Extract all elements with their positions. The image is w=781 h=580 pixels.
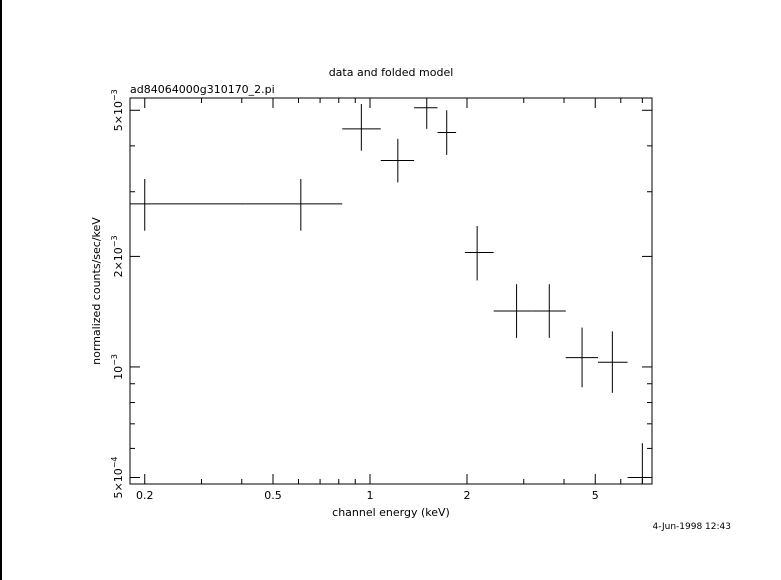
window-left-border (0, 0, 2, 580)
x-tick-label: 1 (366, 489, 373, 502)
y-tick-exponent: −4 (110, 456, 119, 468)
x-tick-label: 0.5 (264, 489, 282, 502)
y-tick-mantissa: 10 (112, 366, 125, 380)
y-tick-exponent: −3 (110, 235, 119, 247)
y-tick-exponent: −3 (110, 354, 119, 366)
plot-frame (129, 97, 653, 485)
x-axis-label: channel energy (keV) (332, 506, 450, 519)
data-points (130, 98, 652, 484)
y-tick-exponent: −3 (110, 89, 119, 101)
y-tick-mantissa: 5×10 (112, 101, 125, 131)
timestamp-label: 4-Jun-1998 12:43 (653, 522, 732, 532)
data-point (627, 443, 652, 484)
x-tick-label: 2 (464, 489, 471, 502)
data-point (130, 178, 246, 231)
major-ticks (130, 98, 652, 484)
data-point (493, 284, 533, 338)
chart-subtitle: ad84064000g310170_2.pi (130, 83, 275, 96)
data-point (414, 98, 438, 129)
data-point (245, 178, 343, 231)
x-tick-label: 0.2 (136, 489, 154, 502)
data-point (598, 331, 628, 393)
data-point (437, 110, 457, 155)
y-tick-label: 2×10−3 (110, 235, 125, 277)
chart-title: data and folded model (329, 66, 454, 79)
y-tick-label: 10−3 (110, 354, 125, 380)
y-tick-label: 5×10−4 (110, 456, 125, 498)
data-point (380, 138, 415, 183)
y-tick-label: 5×10−3 (110, 89, 125, 131)
y-tick-mantissa: 5×10 (112, 468, 125, 498)
minor-ticks (130, 98, 652, 484)
data-point (565, 327, 599, 388)
y-tick-labels: 5×10−410−32×10−35×10−3 (110, 89, 125, 498)
data-point (342, 104, 381, 151)
x-tick-label: 5 (592, 489, 599, 502)
y-axis-label: normalized counts/sec/keV (90, 217, 103, 365)
data-point (464, 226, 494, 281)
y-tick-mantissa: 2×10 (112, 247, 125, 277)
data-point (532, 284, 566, 338)
x-tick-labels: 0.2 0.5 1 2 5 (136, 489, 599, 502)
